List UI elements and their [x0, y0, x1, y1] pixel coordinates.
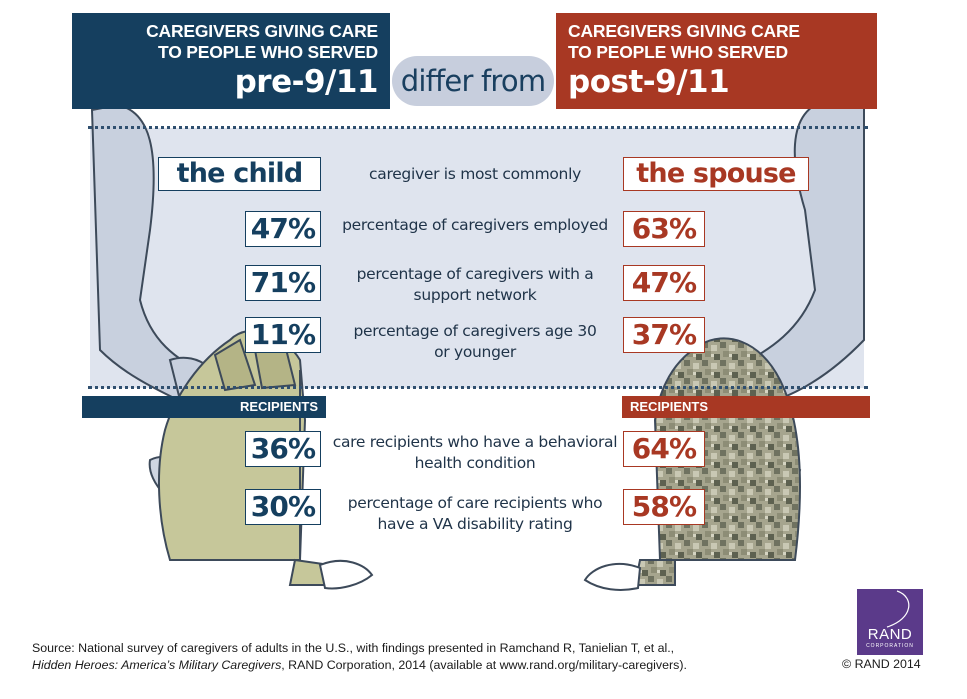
rand-logo: RAND CORPORATION [857, 589, 923, 655]
support-network-label-line2: support network [413, 286, 537, 304]
rand-logo-text: RAND [867, 626, 913, 643]
differ-from-connector: differ from [392, 56, 554, 106]
pre-911-header: CAREGIVERS GIVING CARE TO PEOPLE WHO SER… [72, 13, 390, 109]
va-disability-label-line2: have a VA disability rating [377, 515, 573, 533]
va-disability-label: percentage of care recipients who have a… [330, 493, 620, 535]
post-behavioral-health-value: 64% [623, 431, 705, 467]
pre-911-header-line2: TO PEOPLE WHO SERVED [158, 42, 378, 62]
post-support-network-value: 47% [623, 265, 705, 301]
post-911-header: CAREGIVERS GIVING CARE TO PEOPLE WHO SER… [556, 13, 877, 109]
employed-label: percentage of caregivers employed [342, 216, 608, 234]
rand-logo-arc [886, 590, 910, 628]
pre-age-value: 11% [245, 317, 321, 353]
pre-behavioral-health-value: 36% [245, 431, 321, 467]
age-label-line1: percentage of caregivers age 30 [353, 322, 597, 340]
age-label-line2: or younger [434, 343, 516, 361]
va-disability-label-line1: percentage of care recipients who [347, 494, 603, 512]
pre-recipients-bar: RECIPIENTS [82, 396, 326, 418]
right-veteran-hand [583, 563, 642, 591]
post-911-header-line2: TO PEOPLE WHO SERVED [568, 42, 788, 62]
post-911-title: post-9/11 [568, 64, 730, 100]
support-network-label: percentage of caregivers with a support … [330, 264, 620, 306]
source-line1: Source: National survey of caregivers of… [32, 641, 675, 655]
post-911-header-line1: CAREGIVERS GIVING CARE [568, 21, 800, 41]
behavioral-health-label: care recipients who have a behavioral he… [330, 432, 620, 474]
source-rest: , RAND Corporation, 2014 (available at w… [281, 658, 687, 672]
source-note: Source: National survey of caregivers of… [32, 640, 832, 674]
age-label: percentage of caregivers age 30 or young… [330, 321, 620, 363]
pre-caregiver-type-value: the child [158, 157, 321, 191]
pre-employed-value: 47% [245, 211, 321, 247]
post-age-value: 37% [623, 317, 705, 353]
post-va-disability-value: 58% [623, 489, 705, 525]
source-line2: Hidden Heroes: America’s Military Caregi… [32, 657, 832, 674]
copyright: © RAND 2014 [842, 657, 921, 671]
behavioral-health-label-line2: health condition [414, 454, 536, 472]
left-veteran-hand [318, 559, 374, 590]
middle-dotted-divider [88, 386, 868, 389]
post-recipients-bar: RECIPIENTS [622, 396, 870, 418]
pre-va-disability-value: 30% [245, 489, 321, 525]
pre-support-network-value: 71% [245, 265, 321, 301]
pre-911-title: pre-9/11 [234, 64, 379, 100]
rand-logo-subtext: CORPORATION [866, 643, 914, 649]
top-dotted-divider [88, 126, 868, 129]
post-employed-value: 63% [623, 211, 705, 247]
behavioral-health-label-line1: care recipients who have a behavioral [332, 433, 618, 451]
right-caregiver-figure [738, 104, 865, 407]
source-title: Hidden Heroes: America’s Military Caregi… [32, 658, 282, 672]
support-network-label-line1: percentage of caregivers with a [356, 265, 594, 283]
pre-911-header-line1: CAREGIVERS GIVING CARE [146, 21, 378, 41]
post-caregiver-type-value: the spouse [623, 157, 809, 191]
caregiver-type-label: caregiver is most commonly [369, 165, 581, 183]
